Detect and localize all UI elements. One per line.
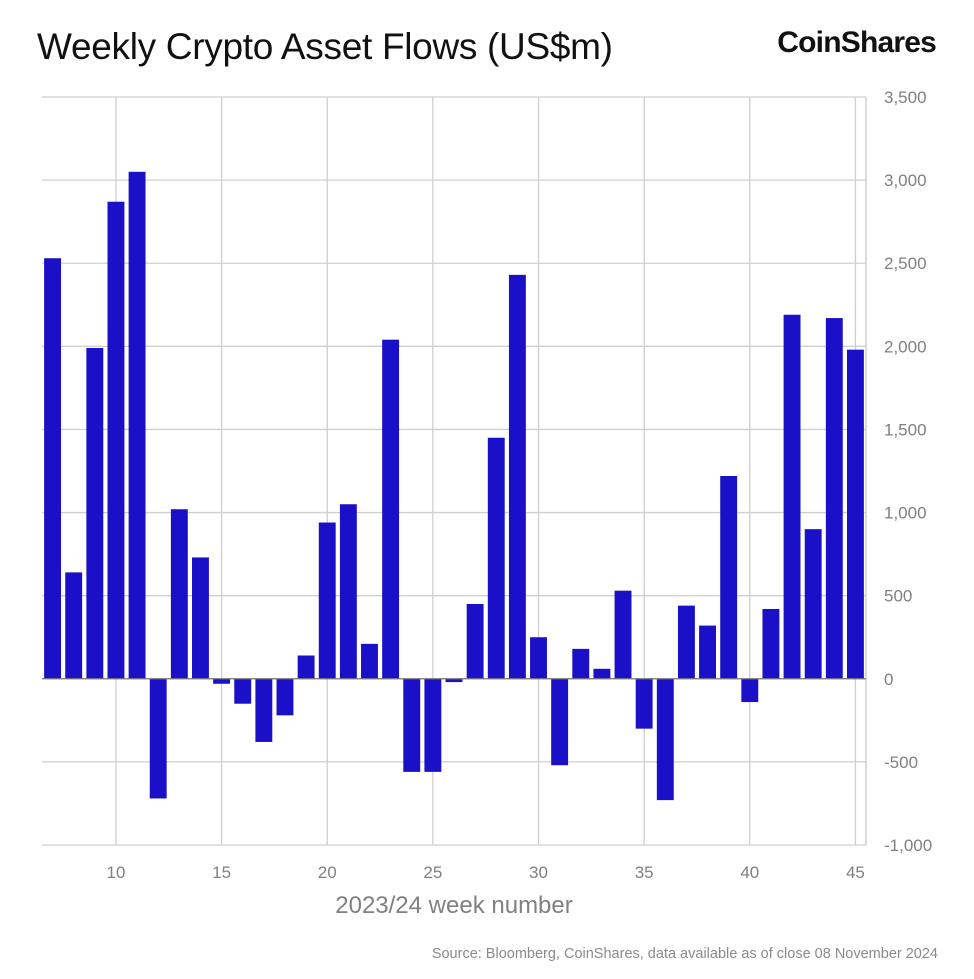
bar — [297, 655, 315, 679]
source-note: Source: Bloomberg, CoinShares, data avai… — [431, 946, 938, 962]
bar — [762, 608, 780, 679]
bar — [361, 643, 378, 679]
bar — [804, 529, 822, 679]
bar — [149, 678, 167, 799]
bar — [234, 678, 252, 704]
bar — [846, 349, 864, 679]
y-tick-label: -500 — [884, 753, 918, 772]
y-tick-label: 2,500 — [884, 254, 927, 273]
bar — [551, 678, 569, 766]
bar — [44, 258, 62, 679]
x-tick-label: 10 — [106, 863, 125, 882]
bar — [635, 678, 653, 729]
y-tick-label: 2,000 — [884, 337, 927, 356]
bar — [783, 314, 801, 679]
bar — [593, 668, 611, 679]
bar — [170, 509, 188, 679]
bar — [825, 318, 843, 679]
bar — [255, 678, 273, 742]
bar — [530, 637, 547, 679]
bar — [656, 678, 674, 801]
x-tick-label: 30 — [529, 863, 548, 882]
coinshares-logo: CoinShares — [777, 26, 937, 59]
bar — [403, 678, 421, 772]
x-tick-label: 25 — [423, 863, 442, 882]
bar — [508, 274, 526, 679]
bar — [213, 678, 231, 684]
x-tick-label: 45 — [846, 863, 865, 882]
x-tick-label: 15 — [212, 863, 231, 882]
y-tick-label: 3,500 — [884, 88, 927, 107]
y-tick-label: -1,000 — [884, 836, 932, 855]
x-tick-label: 35 — [635, 863, 654, 882]
axes — [42, 97, 867, 845]
bar — [318, 522, 336, 679]
tick-labels: -1,000 -500 0 500 1,000 1,500 2,000 2,500 3,000 3… — [106, 88, 932, 882]
bar — [86, 347, 104, 679]
bars — [44, 171, 864, 801]
bar — [107, 201, 125, 679]
bar — [699, 625, 716, 679]
bar — [741, 678, 759, 703]
bar — [192, 557, 209, 679]
bar — [445, 678, 463, 683]
x-tick-label: 40 — [740, 863, 759, 882]
y-tick-label: 1,500 — [884, 420, 927, 439]
y-tick-label: 500 — [884, 587, 912, 606]
bar — [65, 572, 83, 679]
bar — [424, 678, 442, 772]
x-axis-label: 2023/24 week number — [335, 892, 573, 919]
y-tick-label: 3,000 — [884, 171, 927, 190]
bar — [487, 437, 505, 679]
bar — [677, 605, 695, 679]
bar — [382, 339, 400, 679]
chart-title: Weekly Crypto Asset Flows (US$m) — [37, 26, 613, 67]
bar — [128, 171, 146, 679]
y-tick-label: 0 — [884, 670, 893, 689]
bar — [339, 504, 357, 679]
y-tick-label: 1,000 — [884, 504, 927, 523]
bar — [572, 648, 590, 679]
bar — [720, 475, 738, 679]
bar — [276, 678, 294, 716]
bar — [614, 590, 632, 679]
x-tick-label: 20 — [318, 863, 337, 882]
bar — [466, 603, 484, 679]
